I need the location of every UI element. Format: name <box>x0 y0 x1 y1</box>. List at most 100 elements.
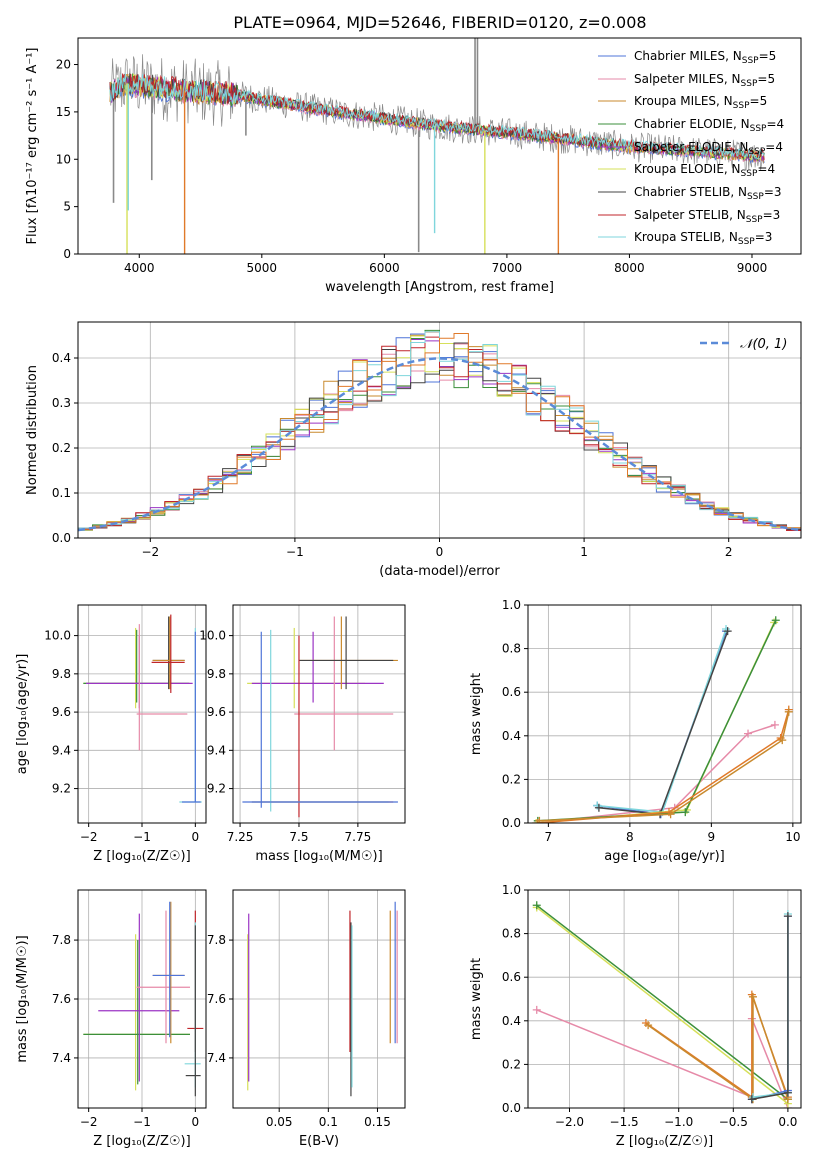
x-tick-label: −2 <box>80 1115 98 1129</box>
legend-entry-chabrier-miles: Chabrier MILES, NSSP=5 <box>598 49 776 66</box>
y-tick-label: 9.8 <box>52 667 71 681</box>
y-tick-label: 7.4 <box>52 1051 71 1065</box>
axes-frame <box>527 889 802 1109</box>
mass-vs-reddening-panel: 0.05 0.1 0.15 7.4 7.6 7.8 E(B-V) <box>207 889 406 1149</box>
gaussian-curve <box>78 357 801 532</box>
data-point <box>152 616 185 690</box>
legend-entry-salpeter-miles: Salpeter MILES, NSSP=5 <box>598 72 775 89</box>
x-tick-label: 4000 <box>124 261 155 275</box>
x-tick-label: 7.5 <box>289 830 308 844</box>
y-tick-label: 9.6 <box>52 705 71 719</box>
x-tick-label: −1.5 <box>610 1115 639 1129</box>
legend-entry-chabrier-elodie: Chabrier ELODIE, NSSP=4 <box>598 117 784 134</box>
tick-labels: −2 −1 0 1 2 0.0 0.1 0.2 0.3 0.4 <box>52 351 733 559</box>
weight-marker <box>783 1088 792 1097</box>
gridlines <box>233 890 405 1108</box>
data-point <box>98 913 180 1082</box>
tick-labels: 7 8 9 10 0.0 0.2 0.4 0.6 0.8 1.0 <box>502 598 801 844</box>
x-tick-label: −1 <box>133 1115 151 1129</box>
y-tick-label: 9.4 <box>207 743 226 757</box>
weight-series <box>747 912 792 1104</box>
x-tick-label: 0.15 <box>364 1115 391 1129</box>
x-tick-label: 10 <box>785 830 800 844</box>
data-point <box>83 934 190 1091</box>
y-tick-label: 0.8 <box>502 927 521 941</box>
x-tick-label: 7.25 <box>227 830 254 844</box>
tick-labels: 0.05 0.1 0.15 7.4 7.6 7.8 <box>207 933 391 1129</box>
legend-label: Chabrier ELODIE, NSSP=4 <box>634 117 784 134</box>
x-axis-label: wavelength [Angstrom, rest frame] <box>325 280 554 295</box>
data-point <box>152 616 185 690</box>
data-point <box>251 631 384 703</box>
data-point <box>152 901 185 1044</box>
y-tick-label: 9.6 <box>207 705 226 719</box>
plot-area <box>83 901 204 1097</box>
residual-histogram <box>78 333 801 530</box>
spectrum-legend: Chabrier MILES, NSSP=5 Salpeter MILES, N… <box>598 49 784 247</box>
y-tick-label: 0.2 <box>52 441 71 455</box>
tick-labels: −2 −1 0 9.2 9.4 9.6 9.8 10.0 <box>44 629 199 844</box>
y-tick-label: 0.0 <box>502 1101 521 1115</box>
data-point <box>247 627 365 709</box>
x-tick-label: 7 <box>545 830 553 844</box>
y-tick-label: 0.2 <box>502 1057 521 1071</box>
weight-marker <box>784 707 793 716</box>
x-tick-label: 5000 <box>247 261 278 275</box>
gridlines <box>528 889 801 1109</box>
weight-marker <box>783 912 792 921</box>
legend-entry-kroupa-elodie: Kroupa ELODIE, NSSP=4 <box>598 162 775 179</box>
x-tick-label: −1 <box>286 545 304 559</box>
y-tick-label: 9.2 <box>52 782 71 796</box>
x-tick-label: −0.5 <box>719 1115 748 1129</box>
weight-marker <box>532 1005 541 1014</box>
x-tick-label: 6000 <box>369 261 400 275</box>
x-tick-label: 0.1 <box>319 1115 338 1129</box>
x-tick-label: 9000 <box>737 261 768 275</box>
legend-entry-kroupa-stelib: Kroupa STELIB, NSSP=3 <box>598 230 772 247</box>
y-tick-label: 15 <box>56 105 71 119</box>
weight-marker <box>747 1095 756 1104</box>
weight-marker <box>778 736 787 745</box>
weight-marker <box>666 810 675 819</box>
data-point <box>298 616 394 690</box>
weight-marker <box>535 816 544 823</box>
x-tick-label: 8 <box>626 830 634 844</box>
x-axis-label: (data-model)/error <box>379 564 500 579</box>
weight-marker <box>748 992 757 1001</box>
legend-label: Salpeter MILES, NSSP=5 <box>634 72 775 89</box>
data-point <box>185 925 201 1097</box>
legend-label-gaussian: 𝒩(0, 1) <box>740 337 787 352</box>
weight-line <box>536 904 789 1100</box>
legend-entry-salpeter-elodie: Salpeter ELODIE, NSSP=4 <box>598 140 783 157</box>
legend-label: Salpeter STELIB, NSSP=3 <box>634 208 780 225</box>
y-tick-label: 0.8 <box>502 642 521 656</box>
x-tick-label: −2 <box>141 545 159 559</box>
y-tick-label: 9.8 <box>207 667 226 681</box>
model-spectrum <box>109 72 765 160</box>
weight-line <box>647 996 789 1101</box>
data-point <box>251 629 389 812</box>
tick-labels: 4000 5000 6000 7000 8000 9000 0 5 10 15 20 <box>56 58 768 275</box>
y-tick-label: 0.6 <box>502 970 521 984</box>
spectrum-plot: 4000 5000 6000 7000 8000 9000 0 5 10 15 20 waveleng… <box>25 37 802 295</box>
x-tick-label: 1 <box>580 545 588 559</box>
y-tick-label: 0.2 <box>502 772 521 786</box>
plot-area <box>242 616 398 818</box>
x-tick-label: −1.0 <box>664 1115 693 1129</box>
y-tick-label: 5 <box>63 200 71 214</box>
plot-area <box>83 614 202 803</box>
plot-area <box>532 616 793 823</box>
plot-area <box>247 901 398 1097</box>
data-point <box>136 624 188 751</box>
weight-marker <box>723 627 732 636</box>
legend-label: Chabrier MILES, NSSP=5 <box>634 49 776 66</box>
data-point <box>179 627 202 803</box>
y-axis-label: Flux [fλ10⁻¹⁷ erg cm⁻² s⁻¹ A⁻¹] <box>25 48 40 245</box>
y-tick-label: 7.8 <box>207 933 226 947</box>
tick-labels: −2.0 −1.5 −1.0 −0.5 0.0 0.0 0.2 0.4 0.6 0.8 1.0 <box>502 883 798 1129</box>
y-tick-label: 0.6 <box>502 685 521 699</box>
data-point <box>182 631 201 803</box>
x-tick-label: 0 <box>192 830 200 844</box>
y-axis-label: mass weight <box>469 673 484 755</box>
